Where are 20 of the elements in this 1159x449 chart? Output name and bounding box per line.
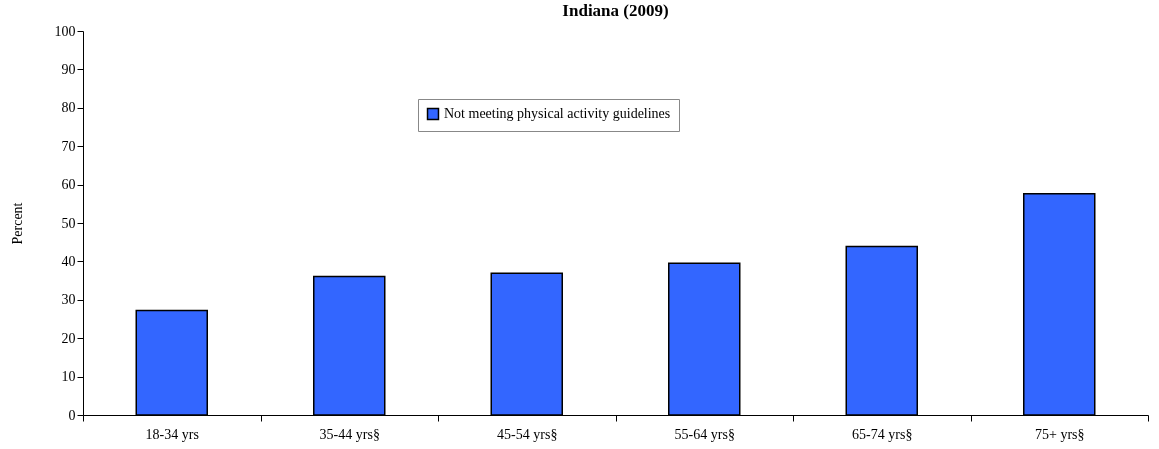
x-tick-label: 75+ yrs§ xyxy=(1034,426,1085,442)
y-tick-label: 50 xyxy=(61,215,76,231)
y-tick-label: 0 xyxy=(68,407,76,423)
y-tick-label: 90 xyxy=(61,61,76,77)
y-tick-label: 10 xyxy=(61,369,76,385)
y-axis-title: Percent xyxy=(9,202,25,245)
x-tick-label: 65-74 yrs§ xyxy=(852,426,913,442)
y-tick-label: 30 xyxy=(61,292,76,308)
y-tick-label: 70 xyxy=(61,138,76,154)
x-tick-label: 45-54 yrs§ xyxy=(497,426,558,442)
y-tick-label: 40 xyxy=(61,253,76,269)
y-tick-label: 100 xyxy=(54,23,76,39)
x-tick-label: 35-44 yrs§ xyxy=(319,426,380,442)
x-tick-label: 55-64 yrs§ xyxy=(674,426,735,442)
chart-title: Indiana (2009) xyxy=(562,1,669,20)
y-tick-label: 20 xyxy=(61,330,76,346)
y-tick-label: 80 xyxy=(61,100,76,116)
y-tick-label: 60 xyxy=(61,177,76,193)
x-tick-label: 18-34 yrs xyxy=(145,426,199,442)
legend-label: Not meeting physical activity guidelines xyxy=(444,106,671,121)
